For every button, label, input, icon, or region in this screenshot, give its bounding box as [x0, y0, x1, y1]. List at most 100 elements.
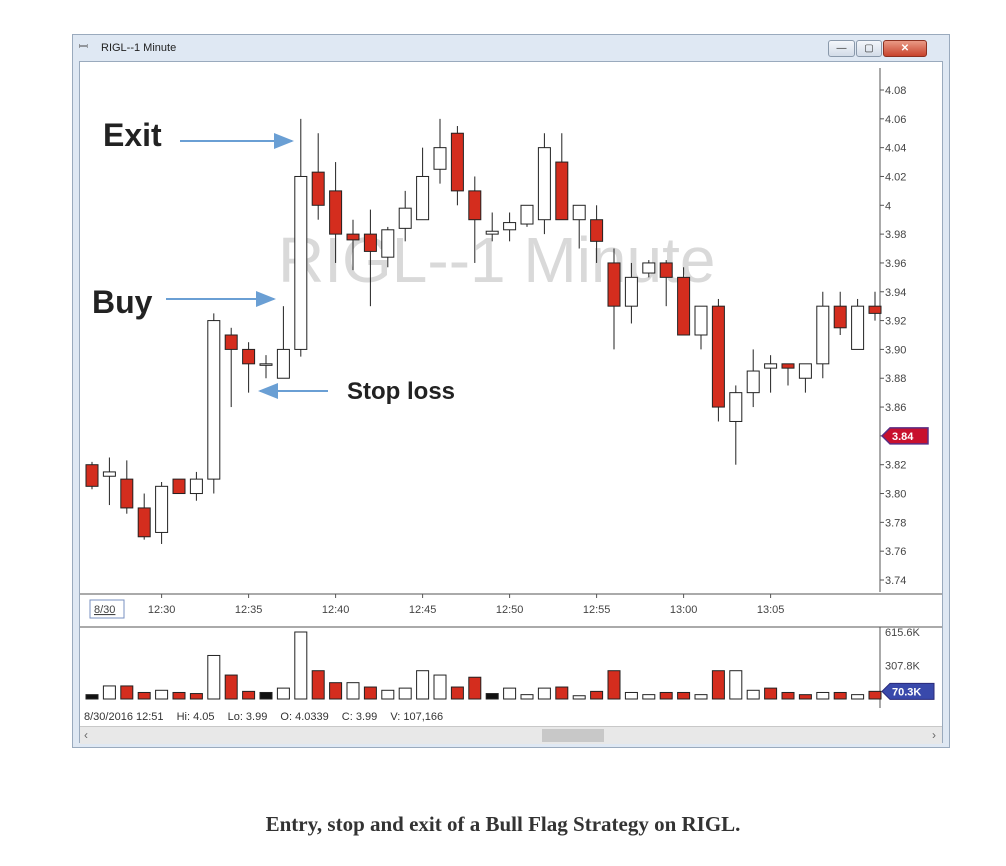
volume-bar: [764, 687, 778, 700]
candle-body: [363, 233, 377, 252]
candle-body: [798, 363, 812, 379]
candle-body: [155, 485, 169, 533]
candle-body: [259, 363, 273, 366]
candle-body: [659, 262, 673, 278]
date-tab-label: 8/30: [94, 604, 115, 616]
volume-bar: [137, 691, 151, 700]
candle-body: [468, 190, 482, 221]
price-tick-label: 3.92: [885, 316, 906, 328]
candle-body: [694, 305, 708, 336]
time-tick-label: 12:50: [496, 604, 524, 616]
candle-body: [416, 175, 430, 221]
scroll-thumb[interactable]: [542, 729, 604, 742]
chart-area[interactable]: RIGL--1 Minute 4.08 4.06 4.04 4.02 4 3.98 3.96 3…: [79, 61, 943, 744]
status-high: Hi: 4.05: [176, 711, 215, 723]
volume-bar: [816, 691, 830, 700]
time-tick-label: 12:40: [322, 604, 350, 616]
volume-bar: [276, 687, 290, 700]
title-bar[interactable]: 𝄩 RIGL--1 Minute — ▢ ✕: [73, 35, 949, 61]
candle-body: [851, 305, 865, 350]
figure-caption: Entry, stop and exit of a Bull Flag Stra…: [265, 812, 741, 836]
time-tick-label: 12:45: [409, 604, 437, 616]
price-tick-label: 4: [885, 200, 891, 212]
volume-bar: [798, 694, 812, 700]
volume-bar: [416, 670, 430, 700]
price-tick-label: 3.76: [885, 546, 906, 558]
candlestick-chart[interactable]: RIGL--1 Minute 4.08 4.06 4.04 4.02 4 3.98 3.96 3…: [80, 62, 942, 708]
time-tick-label: 13:05: [757, 604, 785, 616]
volume-bar: [224, 674, 238, 700]
price-tick-label: 3.88: [885, 373, 906, 385]
scroll-right-arrow-icon[interactable]: ›: [932, 728, 936, 742]
volume-bar: [677, 691, 691, 700]
candle-body: [677, 276, 691, 336]
minimize-button[interactable]: —: [828, 40, 855, 57]
volume-bar: [851, 694, 865, 700]
volume-bar: [868, 690, 882, 700]
horizontal-scrollbar[interactable]: ‹ ›: [80, 726, 942, 744]
candle-body: [642, 262, 656, 274]
volume-bar: [711, 670, 725, 700]
maximize-button[interactable]: ▢: [856, 40, 882, 57]
volume-tick-label: 615.6K: [885, 627, 921, 639]
candle-body: [311, 171, 325, 206]
candle-body: [816, 305, 830, 365]
price-tick-label: 3.86: [885, 402, 906, 414]
candle-body: [572, 204, 586, 221]
volume-bar: [85, 694, 99, 700]
candle-body: [624, 276, 638, 307]
status-open: O: 4.0339: [280, 711, 329, 723]
candle-body: [485, 230, 499, 235]
status-volume: V: 107,166: [390, 711, 444, 723]
candle-body: [329, 190, 343, 235]
volume-bar: [555, 686, 569, 700]
volume-bar: [729, 670, 743, 700]
volume-bar: [207, 654, 221, 700]
volume-bar: [607, 670, 621, 700]
volume-bar: [537, 687, 551, 700]
scroll-left-arrow-icon[interactable]: ‹: [84, 728, 88, 742]
price-tick-label: 3.90: [885, 344, 906, 356]
candle-body: [520, 204, 534, 225]
candle-body: [242, 348, 256, 365]
volume-bar: [329, 682, 343, 700]
buy-annotation: Buy: [92, 284, 153, 320]
time-tick-label: 13:00: [670, 604, 698, 616]
candle-body: [729, 392, 743, 422]
candle-body: [398, 207, 412, 229]
volume-bar: [624, 691, 638, 700]
candle-body: [381, 229, 395, 258]
status-datetime: 8/30/2016 12:51: [84, 711, 164, 723]
candle-body: [85, 464, 99, 487]
volume-bar: [172, 691, 186, 700]
stop-loss-annotation: Stop loss: [347, 378, 456, 405]
candle-body: [746, 370, 760, 394]
bar-chart-icon: 𝄩: [79, 41, 88, 53]
close-button[interactable]: ✕: [883, 40, 927, 57]
volume-bar: [642, 694, 656, 700]
candle-body: [450, 132, 464, 192]
volume-bar: [311, 670, 325, 700]
volume-bar: [242, 690, 256, 700]
current-volume-label: 70.3K: [892, 686, 921, 698]
price-tick-label: 3.74: [885, 575, 906, 587]
time-tick-label: 12:55: [583, 604, 611, 616]
volume-bar: [746, 689, 760, 700]
candle-body: [868, 305, 882, 314]
volume-bar: [694, 694, 708, 700]
volume-bar: [102, 685, 116, 700]
price-tick-label: 3.80: [885, 489, 906, 501]
volume-tick-label: 307.8K: [885, 661, 921, 673]
status-bar: 8/30/2016 12:51 Hi: 4.05 Lo: 3.99 O: 4.0…: [80, 708, 564, 726]
date-tab: [89, 599, 125, 619]
price-tick-label: 3.96: [885, 258, 906, 270]
price-tick-label: 4.06: [885, 114, 906, 126]
candle-body: [346, 233, 360, 241]
candle-body: [224, 334, 238, 350]
price-tick-label: 3.82: [885, 460, 906, 472]
price-tick-label: 3.94: [885, 287, 906, 299]
volume-bar: [433, 674, 447, 700]
status-low: Lo: 3.99: [227, 711, 268, 723]
candle-body: [276, 348, 290, 379]
candle-body: [189, 478, 203, 495]
